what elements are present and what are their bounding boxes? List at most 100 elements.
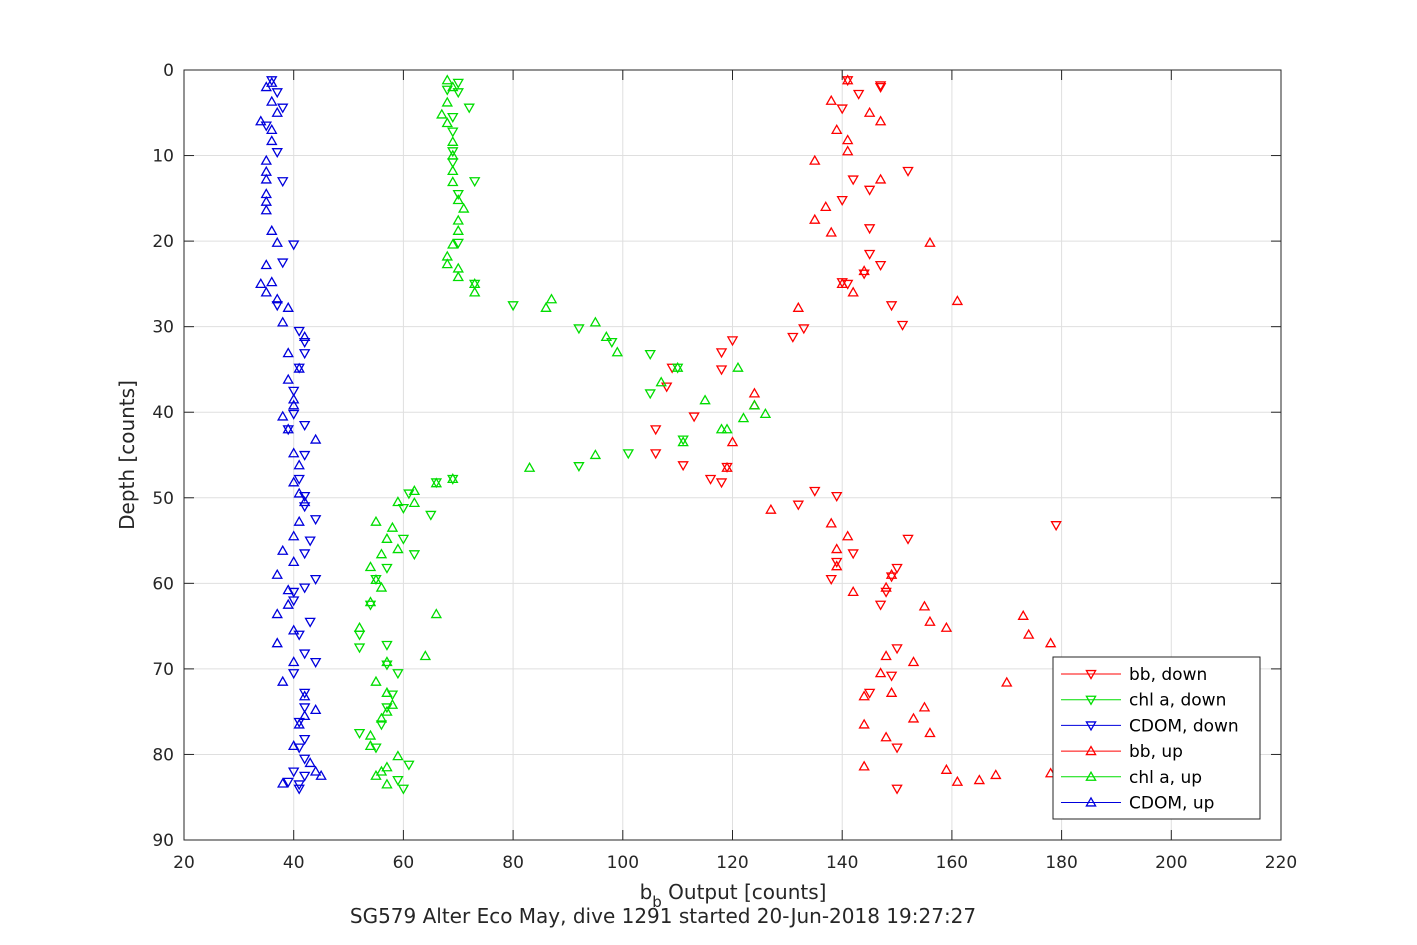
data-point bbox=[309, 515, 322, 526]
data-point bbox=[271, 148, 283, 159]
data-point bbox=[677, 435, 689, 446]
data-point bbox=[298, 734, 311, 745]
data-point bbox=[589, 449, 602, 460]
data-point bbox=[381, 761, 393, 772]
data-point bbox=[452, 214, 464, 225]
data-point bbox=[408, 485, 421, 496]
data-point bbox=[315, 769, 327, 780]
data-point bbox=[375, 548, 388, 559]
data-point bbox=[309, 433, 322, 444]
data-point bbox=[452, 271, 464, 282]
data-point bbox=[392, 543, 404, 554]
data-point bbox=[353, 728, 366, 739]
data-point bbox=[447, 238, 459, 249]
data-point bbox=[298, 337, 311, 348]
data-point bbox=[1001, 676, 1013, 687]
data-point bbox=[287, 399, 300, 410]
data-point bbox=[858, 760, 870, 771]
data-point bbox=[825, 574, 837, 585]
ticks bbox=[183, 69, 1282, 841]
legend-marker bbox=[1085, 796, 1097, 807]
data-point bbox=[924, 615, 936, 626]
legend-marker bbox=[1085, 721, 1097, 732]
data-point bbox=[364, 729, 377, 740]
x-axis-label-main: b bbox=[640, 880, 653, 904]
legend-marker bbox=[1085, 770, 1097, 781]
data-point bbox=[282, 777, 294, 788]
legend-label: CDOM, up bbox=[1129, 794, 1214, 814]
data-point bbox=[370, 574, 382, 585]
data-point bbox=[353, 621, 366, 632]
data-point bbox=[523, 461, 536, 472]
legend-label: CDOM, down bbox=[1129, 716, 1239, 736]
data-point bbox=[825, 517, 837, 528]
y-tick-label: 70 bbox=[152, 660, 174, 680]
data-point bbox=[644, 349, 656, 360]
data-point bbox=[830, 491, 843, 502]
data-point bbox=[973, 774, 986, 785]
data-point bbox=[293, 718, 305, 729]
data-point bbox=[441, 96, 454, 107]
data-point bbox=[830, 123, 843, 134]
data-point bbox=[841, 530, 854, 541]
data-point bbox=[441, 117, 454, 128]
data-point bbox=[277, 103, 289, 114]
data-point bbox=[874, 600, 887, 611]
data-point bbox=[260, 286, 272, 297]
data-point bbox=[298, 349, 311, 360]
data-point bbox=[880, 731, 892, 742]
x-tick-label: 40 bbox=[283, 853, 305, 873]
data-point bbox=[375, 720, 388, 731]
data-point bbox=[425, 510, 437, 521]
x-tick-label: 200 bbox=[1155, 853, 1187, 873]
data-point bbox=[885, 568, 898, 579]
legend-item: CDOM, up bbox=[1061, 794, 1214, 814]
legend-item: bb, down bbox=[1061, 665, 1207, 685]
data-point bbox=[277, 544, 289, 555]
data-point bbox=[468, 286, 481, 297]
data-point bbox=[836, 195, 848, 206]
data-point bbox=[809, 213, 821, 224]
data-point bbox=[885, 572, 898, 583]
data-point bbox=[260, 154, 272, 165]
x-tick-label: 120 bbox=[716, 853, 748, 873]
data-point bbox=[447, 165, 459, 176]
data-point bbox=[737, 412, 750, 423]
data-point bbox=[545, 293, 558, 304]
data-point bbox=[1022, 628, 1035, 639]
data-point bbox=[436, 108, 448, 119]
data-point bbox=[403, 760, 415, 771]
data-point bbox=[847, 175, 859, 186]
data-point bbox=[863, 688, 876, 699]
data-point bbox=[507, 301, 519, 312]
x-axis-label-subscript: b bbox=[652, 893, 662, 911]
data-point bbox=[468, 177, 481, 188]
data-point bbox=[792, 500, 805, 511]
data-point bbox=[858, 690, 870, 701]
data-point bbox=[748, 387, 761, 398]
data-point bbox=[370, 675, 382, 686]
data-point bbox=[282, 347, 294, 358]
data-point bbox=[277, 777, 289, 788]
data-point bbox=[277, 177, 289, 188]
data-point bbox=[940, 763, 953, 774]
data-point bbox=[277, 258, 289, 269]
data-point bbox=[266, 224, 278, 235]
series-5 bbox=[255, 76, 327, 788]
data-point bbox=[704, 474, 717, 485]
data-point bbox=[677, 461, 689, 472]
data-point bbox=[293, 784, 305, 795]
data-point bbox=[858, 718, 870, 729]
data-point bbox=[381, 532, 393, 543]
data-point bbox=[287, 624, 300, 635]
data-point bbox=[863, 106, 876, 117]
data-point bbox=[266, 276, 278, 287]
x-tick-label: 20 bbox=[173, 853, 195, 873]
data-point bbox=[282, 301, 294, 312]
legend-item: chl a, up bbox=[1061, 768, 1202, 788]
data-point bbox=[381, 656, 393, 667]
data-point bbox=[841, 74, 854, 85]
series-3 bbox=[721, 74, 1057, 786]
data-point bbox=[660, 382, 673, 393]
